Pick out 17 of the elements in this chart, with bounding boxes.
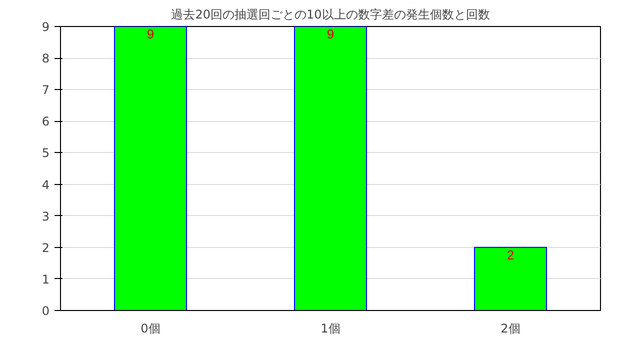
y-tick-label: 1 [42, 272, 50, 286]
y-tick-label: 7 [42, 83, 50, 98]
data-label: 2 [506, 247, 514, 262]
y-tick-label: 3 [42, 209, 50, 224]
x-tick-label: 2個 [500, 322, 520, 336]
chart-title: 過去20回の抽選回ごとの10以上の数字差の発生個数と回数 [171, 8, 490, 22]
data-label: 9 [146, 26, 154, 42]
y-tick-label: 6 [42, 114, 50, 129]
x-tick-label: 1個 [320, 322, 340, 336]
data-label: 9 [326, 26, 334, 42]
y-tick-label: 5 [42, 146, 50, 160]
y-tick-label: 0 [42, 304, 50, 318]
y-tick-label: 4 [42, 178, 50, 192]
x-tick-label: 0個 [140, 322, 160, 336]
y-tick-label: 9 [42, 20, 50, 34]
y-tick-label: 8 [42, 52, 50, 66]
y-tick-label: 2 [42, 240, 50, 255]
